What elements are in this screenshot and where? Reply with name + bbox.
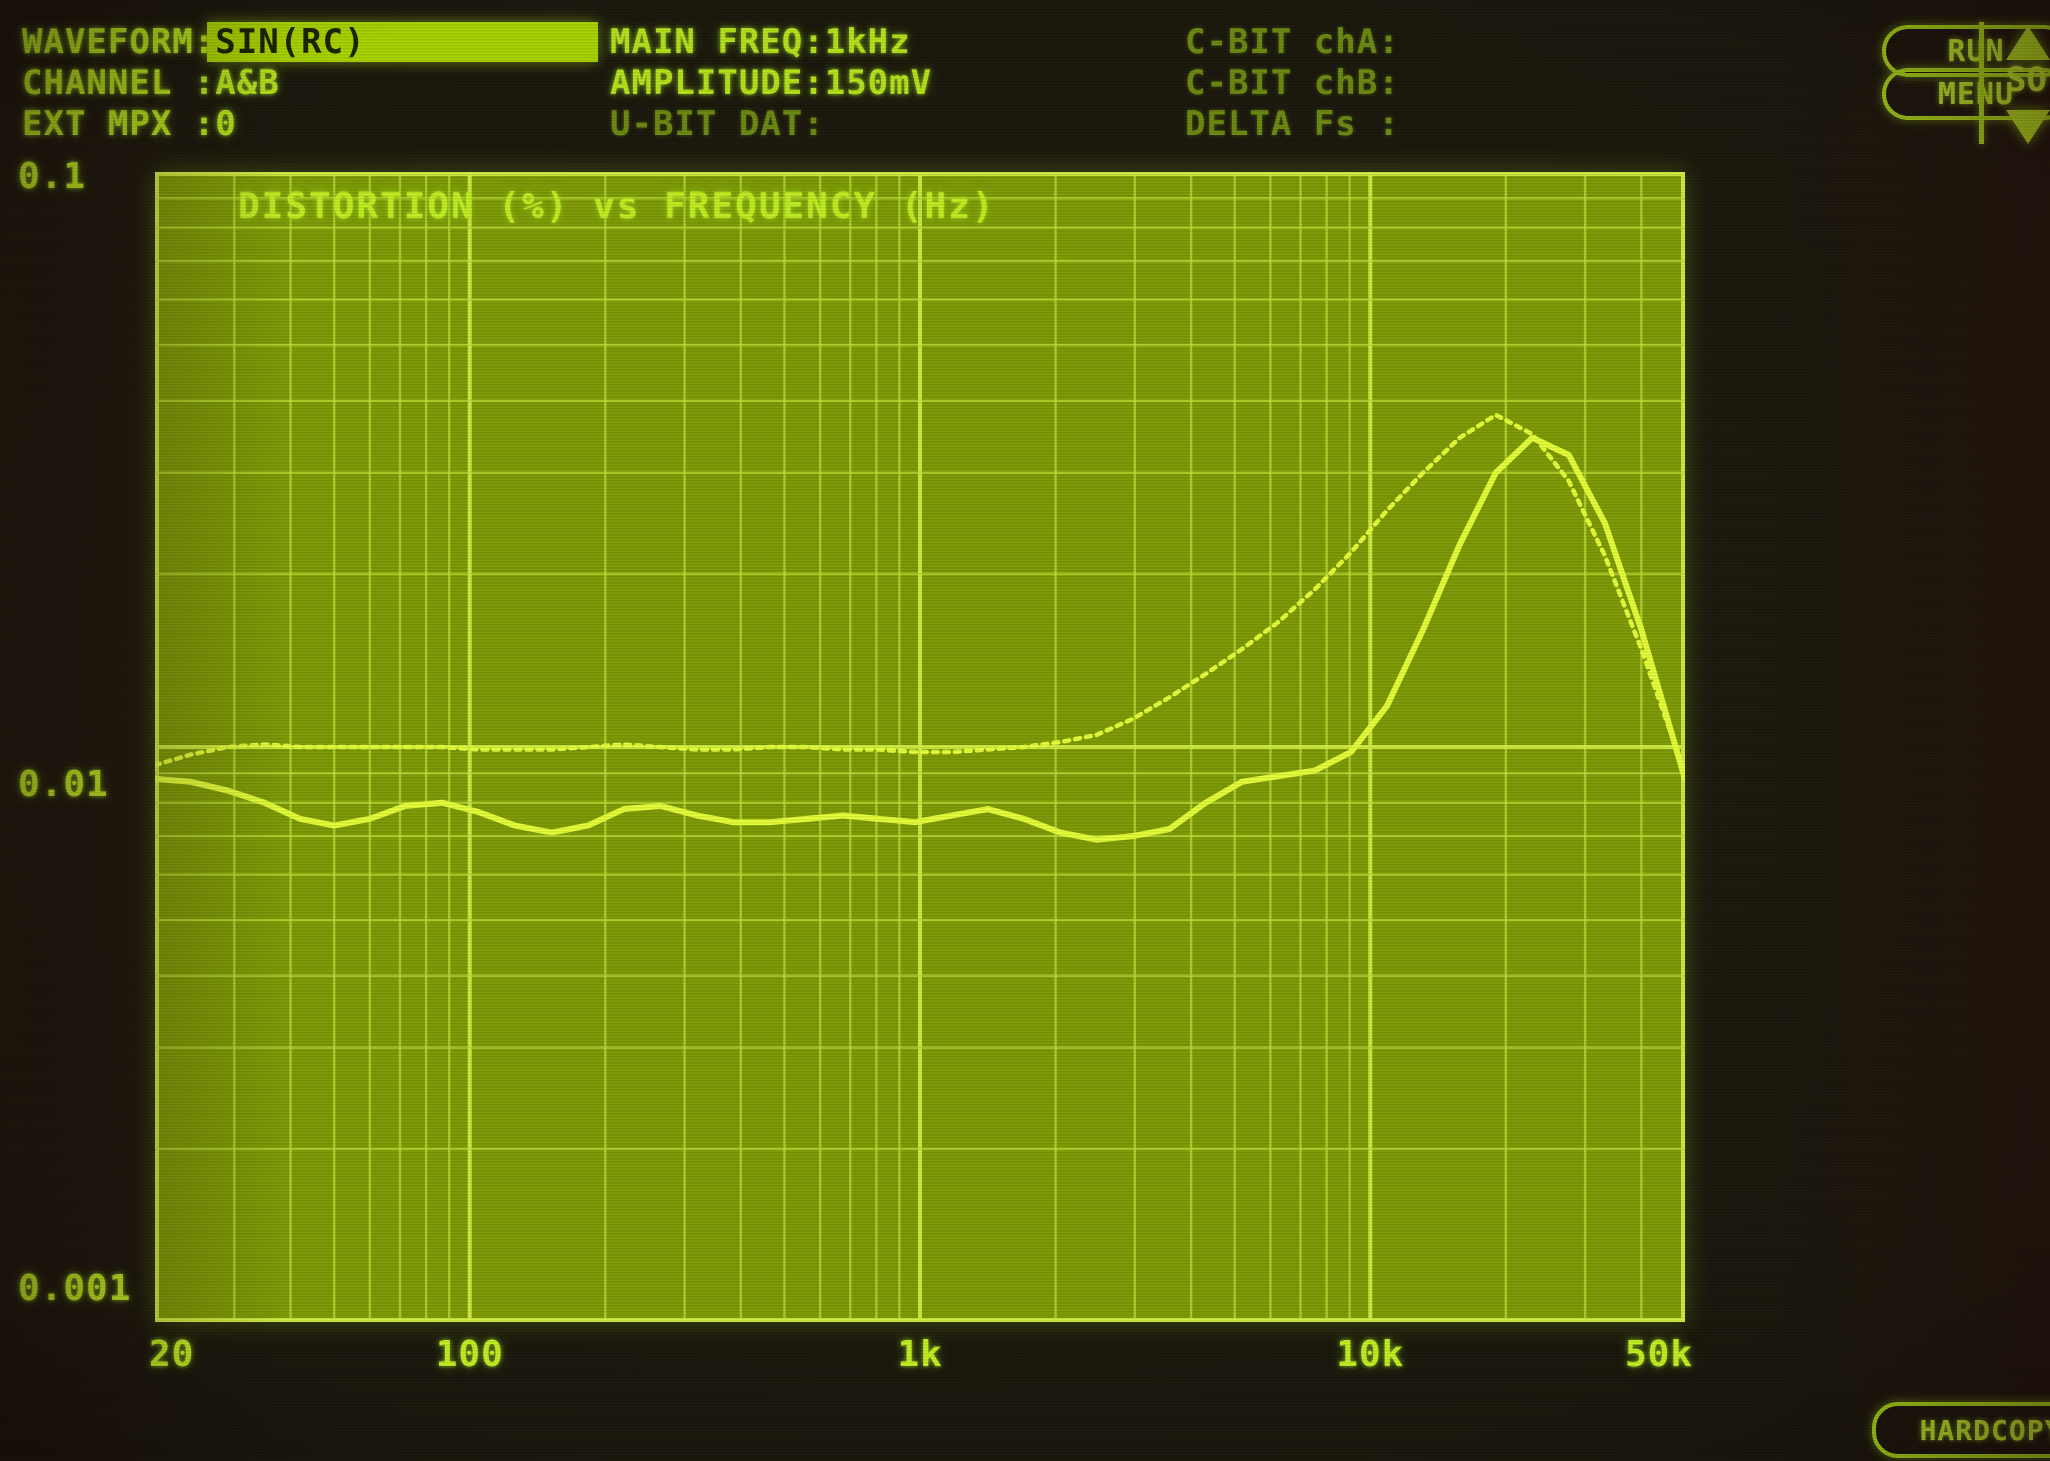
header-row-waveform: WAVEFORM:SIN(RC) <box>22 22 598 62</box>
distortion-plot <box>155 172 1685 1322</box>
status-header: WAVEFORM:SIN(RC) CHANNEL :A&B EXT MPX :0… <box>0 0 1800 160</box>
cbit-chb-sep: : <box>1378 63 1400 103</box>
header-row-amplitude: AMPLITUDE:150mV <box>610 63 932 103</box>
delta-fs-sep: : <box>1378 104 1400 144</box>
y-axis-tick-top: 0.1 <box>18 156 87 197</box>
source-label: SO <box>2006 60 2047 100</box>
x-axis-tick: 20 <box>149 1334 195 1375</box>
chart-title: DISTORTION (%) vs FREQUENCY (Hz) <box>238 186 996 227</box>
extmpx-value[interactable]: 0 <box>215 104 237 144</box>
amplitude-sep: : <box>803 63 825 103</box>
ubitdat-sep: : <box>803 104 825 144</box>
ubitdat-label: U-BIT DAT <box>610 104 804 144</box>
softkey-panel: RUN MENU HARDCOPY SIN(DDS)SIN(RC) <box>1800 0 2050 1461</box>
x-axis-tick: 1k <box>897 1334 943 1375</box>
triangle-up-icon[interactable] <box>2006 26 2050 60</box>
extmpx-label: EXT MPX <box>22 104 194 144</box>
header-row-cbit-chb: C-BIT chB: <box>1185 63 1400 103</box>
cbit-chb-label: C-BIT chB <box>1185 63 1379 103</box>
x-axis-tick: 100 <box>435 1334 504 1375</box>
amplitude-label: AMPLITUDE <box>610 63 804 103</box>
cbit-cha-sep: : <box>1378 22 1400 62</box>
mainfreq-label: MAIN FREQ <box>610 22 804 62</box>
waveform-value[interactable]: SIN(RC) <box>207 22 598 62</box>
extmpx-sep: : <box>193 104 216 144</box>
x-axis-tick: 10k <box>1336 1334 1405 1375</box>
waveform-label: WAVEFORM <box>22 22 194 62</box>
header-row-delta-fs: DELTA Fs : <box>1185 104 1400 144</box>
triangle-down-icon[interactable] <box>2006 110 2050 144</box>
header-row-ubitdat: U-BIT DAT: <box>610 104 825 144</box>
mainfreq-sep: : <box>803 22 825 62</box>
y-axis-tick-bottom: 0.001 <box>18 1268 132 1309</box>
y-axis-tick-mid: 0.01 <box>18 764 109 805</box>
amplitude-value[interactable]: 150mV <box>824 63 933 103</box>
x-axis-tick: 50k <box>1625 1334 1694 1375</box>
hardcopy-button[interactable]: HARDCOPY <box>1872 1402 2050 1458</box>
panel-divider <box>1979 22 1984 144</box>
plot-canvas <box>155 172 1685 1322</box>
delta-fs-label: DELTA Fs <box>1185 104 1379 144</box>
channel-label: CHANNEL <box>22 63 194 103</box>
channel-sep: : <box>193 63 216 103</box>
cbit-cha-label: C-BIT chA <box>1185 22 1379 62</box>
mainfreq-value[interactable]: 1kHz <box>824 22 911 62</box>
header-row-cbit-cha: C-BIT chA: <box>1185 22 1400 62</box>
header-row-mainfreq: MAIN FREQ:1kHz <box>610 22 911 62</box>
channel-value[interactable]: A&B <box>215 63 280 103</box>
header-row-channel: CHANNEL :A&B <box>22 63 280 103</box>
header-row-extmpx: EXT MPX :0 <box>22 104 237 144</box>
